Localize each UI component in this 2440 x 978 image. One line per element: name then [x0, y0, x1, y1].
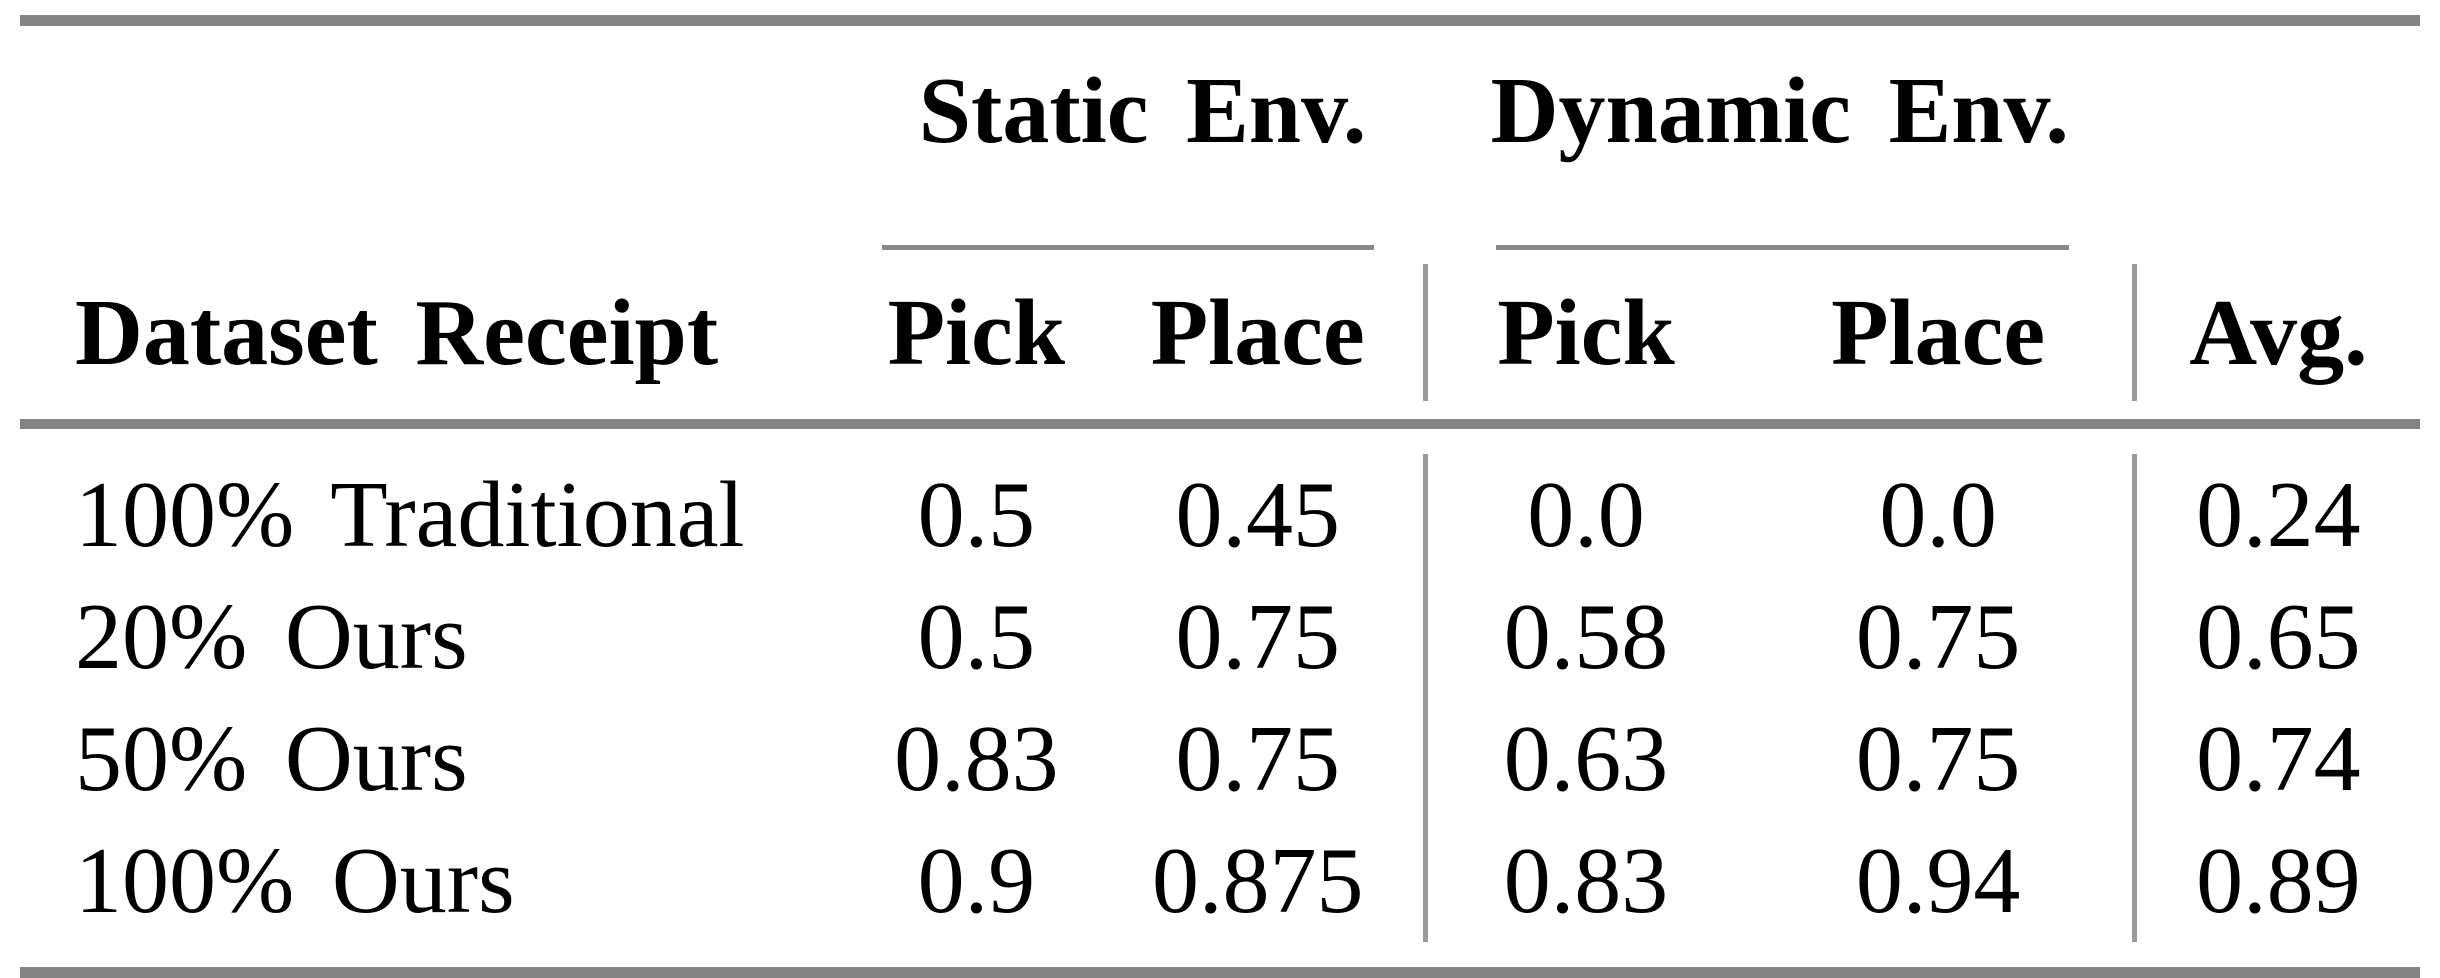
spacer-row — [20, 942, 2420, 973]
cell-avg: 0.24 — [2131, 454, 2420, 576]
midrule — [20, 419, 2420, 429]
cell-dynamic-place: 0.94 — [1855, 829, 2021, 933]
cell-static-place: 0.875 — [1151, 829, 1364, 933]
table-row-20-ours: 20% Ours 0.5 0.75 0.58 0.75 0.65 — [20, 576, 2420, 698]
cmidrule-dynamic — [1496, 245, 2070, 250]
col-group-dynamic: Dynamic Env. — [1425, 21, 2134, 265]
cell-dynamic-place: 0.75 — [1855, 707, 2021, 811]
cell-dynamic-pick: 0.63 — [1422, 698, 1745, 820]
cell-static-pick: 0.5 — [917, 585, 1036, 689]
cell-dynamic-pick: 0.0 — [1422, 454, 1745, 576]
header-dynamic-place: Place — [1831, 280, 2046, 385]
column-header-row: Dataset Receipt Pick Place Pick Place Av… — [20, 264, 2420, 401]
row-label: 20% Ours — [75, 585, 468, 689]
row-label: 100% Traditional — [75, 463, 745, 567]
header-dynamic-pick: Pick — [1422, 264, 1745, 401]
cmidrule-static — [882, 245, 1375, 250]
row-label: 50% Ours — [75, 707, 468, 811]
cell-dynamic-pick: 0.58 — [1422, 576, 1745, 698]
cell-static-place: 0.75 — [1175, 585, 1340, 689]
table-row-100-traditional: 100% Traditional 0.5 0.45 0.0 0.0 0.24 — [20, 454, 2420, 576]
cell-avg: 0.74 — [2131, 698, 2420, 820]
col-group-static-label: Static Env. — [918, 59, 1367, 163]
spacer-row — [20, 429, 2420, 454]
col-group-static: Static Env. — [860, 21, 1425, 265]
cell-static-place: 0.45 — [1175, 463, 1340, 567]
group-row-empty-label-cell — [20, 21, 860, 265]
cell-static-pick: 0.83 — [894, 707, 1059, 811]
cell-dynamic-pick: 0.83 — [1422, 820, 1745, 942]
col-group-dynamic-label: Dynamic Env. — [1490, 59, 2069, 163]
table-row-50-ours: 50% Ours 0.83 0.75 0.63 0.75 0.74 — [20, 698, 2420, 820]
header-static-place: Place — [1150, 280, 1365, 385]
cell-avg: 0.65 — [2131, 576, 2420, 698]
cell-static-pick: 0.5 — [917, 463, 1036, 567]
header-static-pick: Pick — [887, 280, 1066, 385]
cell-static-place: 0.75 — [1175, 707, 1340, 811]
results-table: Static Env. Dynamic Env. Dataset Receipt… — [20, 15, 2420, 978]
cell-static-pick: 0.9 — [917, 829, 1036, 933]
table-row-100-ours: 100% Ours 0.9 0.875 0.83 0.94 0.89 — [20, 820, 2420, 942]
column-group-header-row: Static Env. Dynamic Env. — [20, 21, 2420, 265]
row-label: 100% Ours — [75, 829, 515, 933]
header-dataset-receipt: Dataset Receipt — [75, 280, 719, 385]
group-row-empty-avg-cell — [2134, 21, 2420, 265]
cell-avg: 0.89 — [2131, 820, 2420, 942]
spacer-row — [20, 401, 2420, 419]
cell-dynamic-place: 0.75 — [1855, 585, 2021, 689]
header-avg: Avg. — [2131, 264, 2420, 401]
cell-dynamic-place: 0.0 — [1879, 463, 1997, 567]
